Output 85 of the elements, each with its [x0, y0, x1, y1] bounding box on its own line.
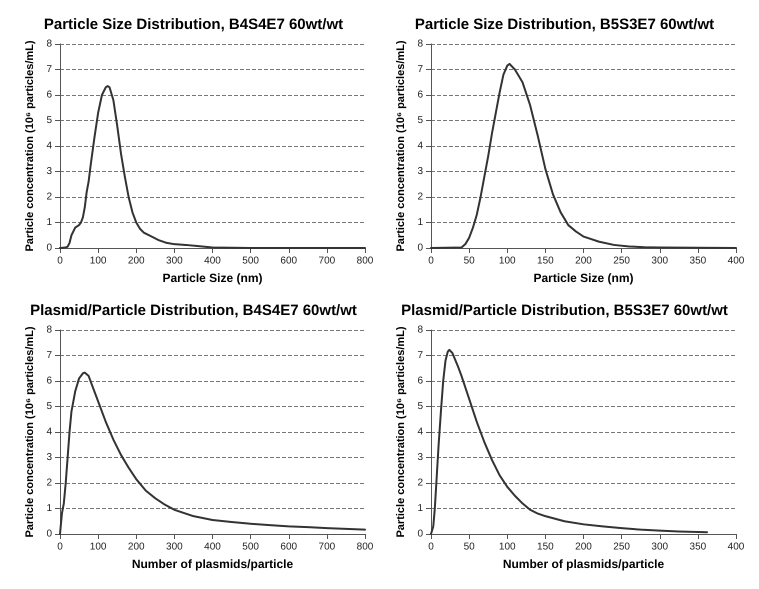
x-tick-label: 150: [537, 542, 554, 552]
y-tick-label: 6: [417, 90, 424, 100]
x-tick-label: 350: [690, 542, 707, 552]
y-axis-title: Particle concentration (10⁶ particles/mL): [24, 326, 36, 538]
x-tick-label: 50: [464, 256, 476, 266]
x-tick-label: 0: [428, 542, 434, 552]
x-tick-label: 250: [613, 256, 630, 266]
x-tick-label: 700: [318, 542, 336, 552]
x-tick-label: 400: [204, 542, 222, 552]
x-tick-label: 400: [728, 542, 745, 552]
x-tick-label: 150: [537, 256, 554, 266]
x-tick-label: 100: [498, 542, 516, 552]
y-tick-label: 3: [417, 166, 424, 177]
y-tick-label: 7: [46, 350, 52, 361]
x-tick-label: 200: [128, 256, 146, 266]
y-tick-label: 3: [417, 452, 424, 463]
y-tick-label: 2: [417, 478, 424, 488]
x-tick-label: 800: [356, 542, 374, 552]
x-axis-title: Particle Size (nm): [162, 271, 263, 285]
x-tick-label: 400: [204, 256, 222, 266]
y-tick-label: 5: [417, 115, 424, 126]
y-tick-label: 4: [417, 140, 424, 152]
y-tick-label: 4: [46, 426, 52, 438]
y-tick-label: 0: [46, 242, 52, 254]
y-axis-title: Particle concentration (10⁶ particles/mL): [395, 40, 408, 252]
y-tick-label: 1: [46, 503, 52, 514]
x-tick-label: 250: [613, 542, 630, 552]
x-tick-label: 400: [728, 256, 745, 266]
x-tick-label: 0: [57, 256, 64, 266]
x-axis-title: Number of plasmids/particle: [502, 557, 665, 571]
y-tick-label: 0: [417, 242, 424, 254]
y-tick-label: 1: [417, 217, 424, 228]
y-tick-label: 7: [46, 64, 52, 75]
y-tick-label: 4: [417, 426, 424, 438]
y-tick-label: 3: [46, 452, 52, 463]
y-tick-label: 6: [417, 376, 424, 386]
y-tick-label: 1: [46, 217, 52, 228]
x-tick-label: 300: [166, 256, 184, 266]
y-tick-label: 3: [46, 166, 52, 177]
x-tick-label: 300: [166, 542, 184, 552]
x-tick-label: 300: [651, 256, 669, 266]
y-tick-label: 8: [46, 38, 52, 50]
x-tick-label: 100: [498, 256, 516, 266]
x-tick-label: 100: [90, 542, 107, 552]
x-tick-label: 50: [464, 542, 476, 552]
y-tick-label: 8: [46, 324, 52, 336]
y-tick-label: 2: [417, 192, 424, 202]
chart-title: Plasmid/Particle Distribution, B4S4E7 60wt/wt: [30, 302, 357, 319]
y-tick-label: 5: [46, 401, 52, 412]
y-tick-label: 2: [46, 192, 52, 202]
y-tick-label: 8: [417, 38, 424, 50]
x-tick-label: 200: [575, 542, 592, 552]
y-tick-label: 0: [417, 528, 424, 540]
x-tick-label: 100: [90, 256, 107, 266]
x-tick-label: 700: [318, 256, 336, 266]
y-tick-label: 8: [417, 324, 424, 336]
x-tick-label: 0: [57, 542, 64, 552]
y-tick-label: 6: [46, 376, 52, 386]
y-tick-label: 6: [46, 90, 52, 100]
x-axis-title: Number of plasmids/particle: [132, 557, 294, 571]
y-axis-title: Particle concentration (10⁶ particles/mL): [395, 326, 408, 538]
y-tick-label: 0: [46, 528, 52, 540]
chart-title: Particle Size Distribution, B5S3E7 60wt/wt: [414, 16, 714, 33]
x-tick-label: 500: [242, 256, 260, 266]
x-axis-title: Particle Size (nm): [533, 271, 634, 285]
y-axis-title: Particle concentration (10⁶ particles/mL): [24, 40, 36, 252]
x-tick-label: 600: [280, 542, 298, 552]
x-tick-label: 500: [242, 542, 260, 552]
y-tick-label: 7: [417, 350, 424, 361]
x-tick-label: 0: [428, 256, 434, 266]
y-tick-label: 7: [417, 64, 424, 75]
y-tick-label: 2: [46, 478, 52, 488]
x-tick-label: 200: [128, 542, 146, 552]
y-tick-label: 5: [417, 401, 424, 412]
y-tick-label: 5: [46, 115, 52, 126]
y-tick-label: 1: [417, 503, 424, 514]
x-tick-label: 200: [575, 256, 592, 266]
chart-title: Plasmid/Particle Distribution, B5S3E7 60wt/wt: [401, 302, 728, 319]
x-tick-label: 300: [651, 542, 669, 552]
x-tick-label: 350: [690, 256, 707, 266]
chart-title: Particle Size Distribution, B4S4E7 60wt/wt: [44, 16, 344, 33]
x-tick-label: 600: [280, 256, 298, 266]
x-tick-label: 800: [356, 256, 374, 266]
y-tick-label: 4: [46, 140, 52, 152]
line-series: [430, 348, 708, 535]
